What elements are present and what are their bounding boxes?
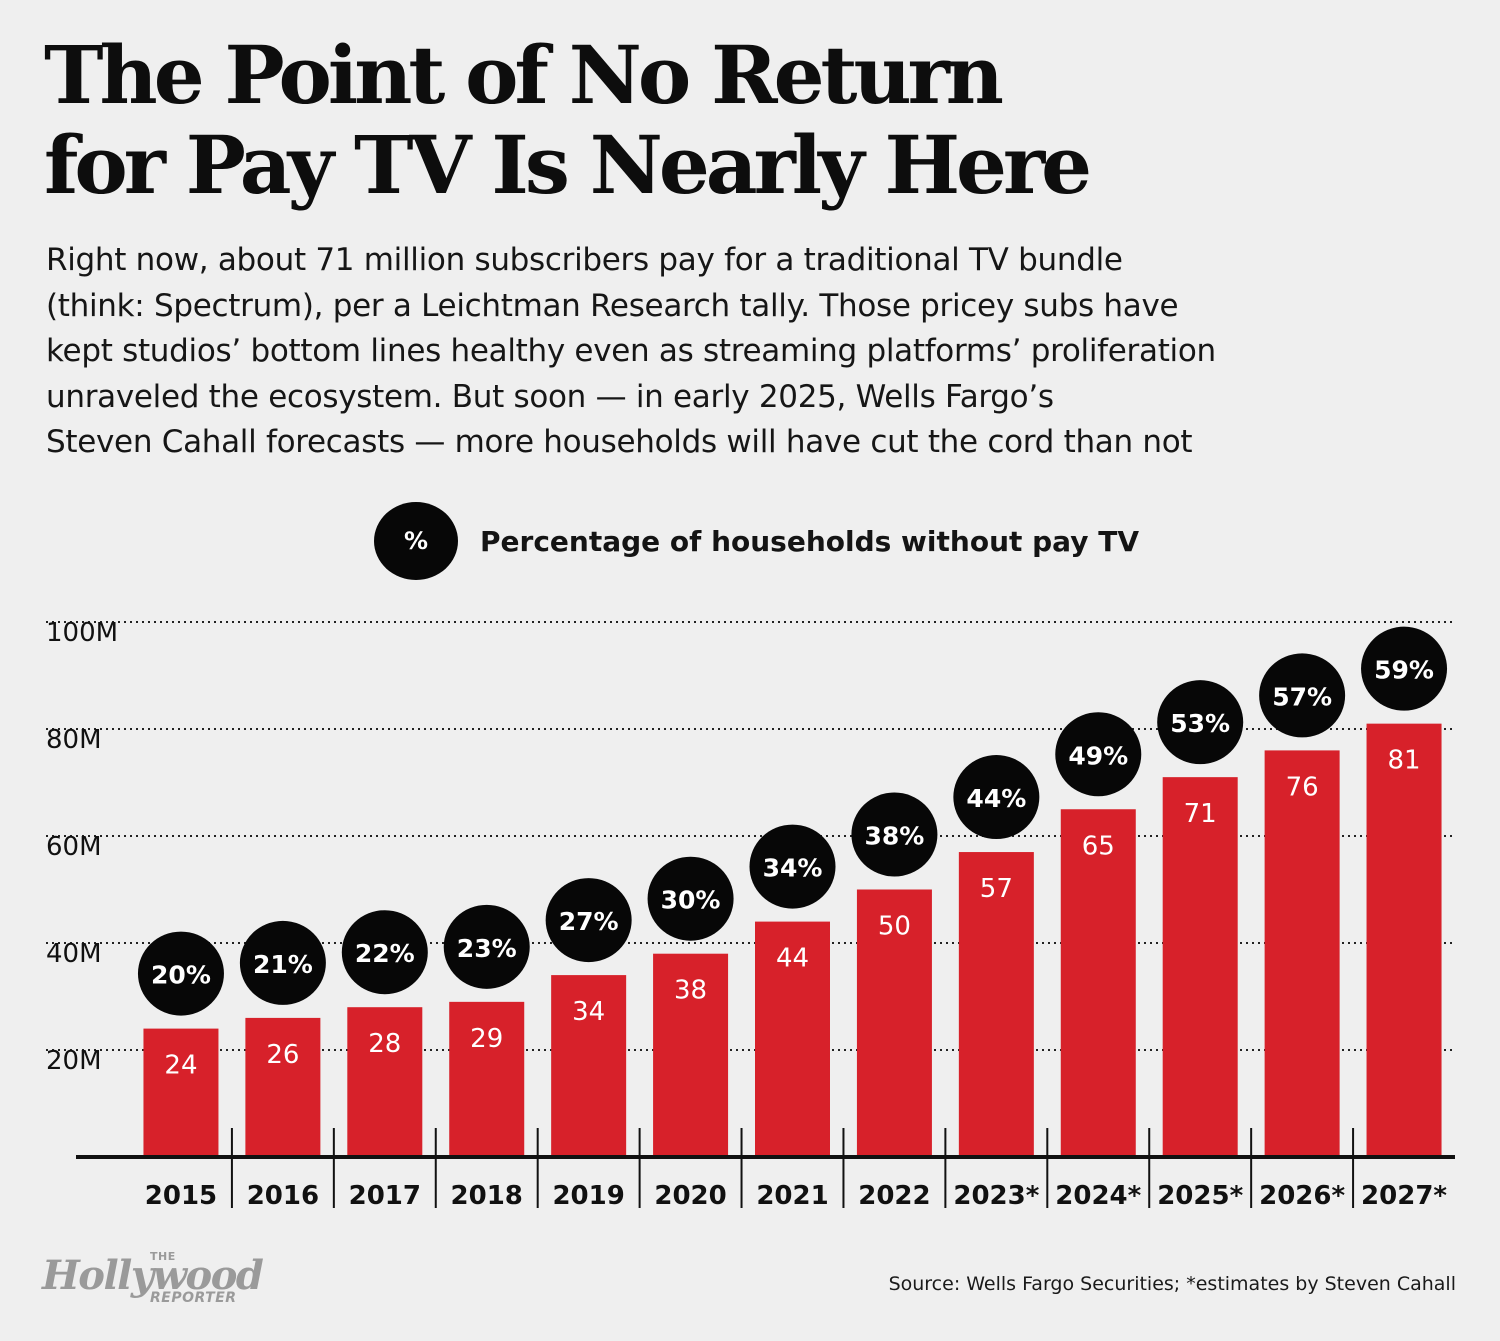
percent-circle [953,755,1040,840]
percent-label: 38% [865,822,925,851]
y-tick-label: 60M [46,832,102,862]
x-tick-label: 2021 [756,1181,828,1211]
hollywood-reporter-logo: THE Hollywood REPORTER [42,1250,282,1310]
x-tick-label: 2016 [247,1181,319,1211]
legend-label: Percentage of households without pay TV [480,524,1139,558]
logo-the: THE [150,1250,176,1263]
logo-name: Hollywood [42,1252,264,1299]
bar [856,889,932,1157]
bar [449,1001,525,1157]
bar-value-label: 34 [572,997,605,1027]
percent-label: 21% [253,950,313,979]
chart-legend: % Percentage of households without pay T… [374,502,1139,580]
percent-label: 59% [1374,656,1434,685]
headline-line-1: The Point of No Return [44,28,1004,122]
source-note: Source: Wells Fargo Securities; *estimat… [888,1273,1456,1295]
bar-value-label: 44 [776,944,809,974]
bar [958,852,1034,1157]
legend-percent-circle: % [374,502,458,580]
percent-circle [647,856,734,941]
x-tick-label: 2023* [953,1181,1039,1211]
bar [551,975,627,1157]
bar [755,921,830,1157]
percent-circle [1055,712,1142,797]
bar-value-label: 24 [164,1051,197,1081]
headline: The Point of No Return for Pay TV Is Nea… [44,30,1344,210]
bar-value-label: 50 [878,912,911,942]
y-tick-label: 20M [46,1046,102,1076]
bar-value-label: 28 [368,1029,401,1059]
deck-line: Steven Cahall forecasts — more household… [46,424,1193,460]
x-tick-label: 2020 [654,1181,726,1211]
bar [653,953,729,1157]
bar [143,1028,219,1157]
y-tick-label: 40M [46,939,102,969]
bar-value-label: 26 [266,1040,299,1070]
bar [1366,723,1442,1157]
percent-label: 34% [763,854,823,883]
bar [1162,777,1238,1157]
percent-label: 20% [151,961,211,990]
logo-reporter: REPORTER [150,1290,237,1306]
deck-line: unraveled the ecosystem. But soon — in e… [46,378,1054,415]
y-tick-label: 80M [46,725,102,755]
percent-label: 44% [966,784,1026,813]
x-tick-label: 2027* [1361,1181,1447,1211]
percent-circle [239,920,326,1005]
bar [347,1007,423,1157]
x-tick-label: 2015 [145,1181,217,1211]
x-tick-label: 2022 [858,1181,930,1211]
deck-line: (think: Spectrum), per a Leichtman Resea… [46,287,1179,324]
y-tick-label: 100M [46,618,118,648]
x-tick-label: 2019 [552,1181,624,1211]
deck-line: Right now, about 71 million subscribers … [46,242,1123,278]
bar-value-label: 65 [1082,831,1115,861]
percent-label: 30% [661,886,721,915]
x-tick-label: 2018 [451,1181,523,1211]
percent-circle [851,792,938,877]
percent-label: 27% [559,907,619,936]
bar [245,1017,321,1157]
percent-label: 57% [1272,682,1332,711]
percent-label: 49% [1068,741,1128,770]
percent-circle [1157,680,1244,765]
percent-circle [1361,626,1448,711]
bar-value-label: 81 [1387,746,1420,776]
bar [1264,750,1340,1157]
headline-line-2: for Pay TV Is Nearly Here [44,118,1092,212]
bar [1060,809,1136,1157]
percent-circle [749,824,836,909]
percent-label: 53% [1170,709,1230,738]
percent-circle [137,931,224,1016]
x-tick-label: 2026* [1259,1181,1345,1211]
x-tick-label: 2025* [1157,1181,1243,1211]
bar-value-label: 38 [674,976,707,1006]
deck-line: kept studios’ bottom lines healthy even … [46,333,1216,369]
percent-circle [1259,653,1346,738]
percent-label: 22% [355,939,415,968]
bar-value-label: 29 [470,1024,503,1054]
bar-value-label: 57 [980,874,1013,904]
deck: Right now, about 71 million subscribers … [46,238,1466,466]
x-tick-label: 2024* [1055,1181,1141,1211]
x-tick-label: 2017 [349,1181,421,1211]
percent-label: 23% [457,934,517,963]
percent-circle [341,910,428,995]
percent-circle [545,878,632,963]
bar-value-label: 76 [1286,772,1319,802]
bar-value-label: 71 [1184,799,1217,829]
percent-circle [443,904,530,989]
